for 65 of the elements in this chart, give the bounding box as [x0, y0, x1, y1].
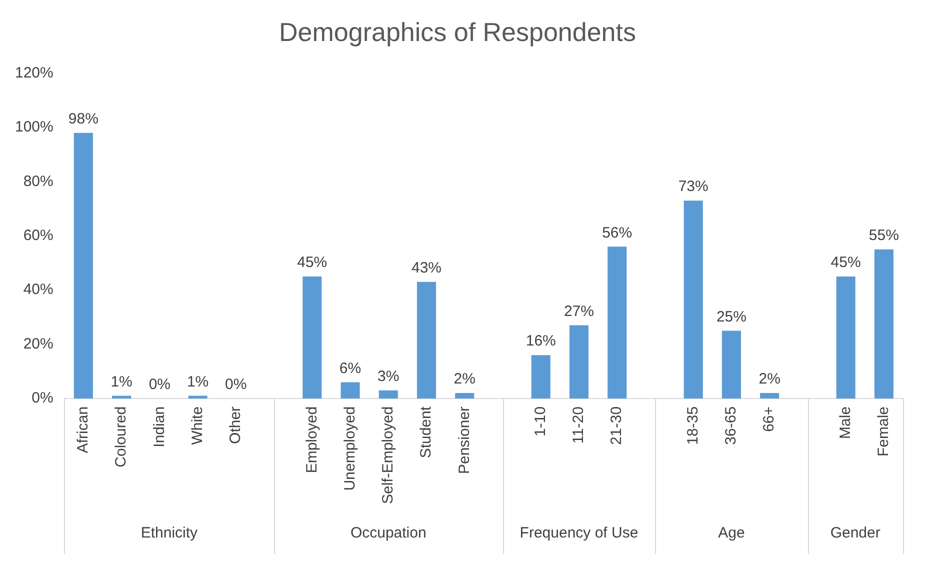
text: Ethnicity — [140, 524, 198, 542]
x-tick-label: Coloured — [112, 406, 130, 468]
x-tick-label: White — [188, 406, 206, 445]
chart-title: Demographics of Respondents — [279, 16, 636, 47]
x-tick-label: 11-20 — [570, 406, 588, 444]
text: Age — [718, 524, 745, 542]
text: Occupation — [350, 524, 426, 542]
y-tick-label: 60% — [23, 226, 54, 244]
y-tick-label: 100% — [14, 118, 54, 136]
bar — [684, 200, 703, 398]
x-tick-label: Student — [418, 406, 435, 458]
text: Frequency of Use — [520, 524, 638, 542]
bar — [455, 393, 474, 398]
bar — [874, 249, 894, 398]
bar — [112, 396, 132, 398]
x-tick-label: 66+ — [760, 406, 778, 432]
data-label: 3% — [378, 368, 400, 385]
bar — [302, 276, 322, 398]
x-tick-label: 18-35 — [684, 406, 702, 445]
x-tick-label: Indian — [150, 406, 168, 448]
bar — [378, 390, 398, 398]
x-tick-label: 36-65 — [722, 406, 740, 445]
bar — [416, 282, 436, 398]
bar — [340, 382, 360, 398]
data-label: 98% — [68, 110, 98, 128]
data-label: 43% — [411, 260, 442, 277]
bar — [722, 330, 741, 398]
x-tick-label: Other — [227, 406, 244, 444]
x-tick-label: Male — [836, 406, 854, 439]
data-label: 45% — [830, 254, 861, 272]
data-label: 55% — [868, 227, 899, 244]
x-tick-label: Self-Employed — [380, 406, 397, 504]
bar — [74, 132, 93, 398]
bar — [760, 393, 780, 398]
x-tick-label: 1-10 — [532, 406, 549, 436]
data-label: 45% — [297, 254, 328, 272]
data-label: 25% — [716, 308, 746, 326]
data-label: 0% — [225, 376, 247, 394]
data-label: 56% — [602, 224, 632, 242]
data-label: 73% — [678, 178, 708, 196]
bar — [188, 396, 208, 398]
x-tick-label: African — [74, 406, 92, 454]
bar — [531, 355, 550, 398]
x-tick-label: 21-30 — [608, 406, 626, 445]
x-tick-label: Pensioner — [456, 406, 473, 474]
text: Gender — [830, 524, 880, 542]
data-label: 27% — [564, 302, 594, 320]
bar — [608, 246, 627, 398]
data-label: 16% — [526, 332, 556, 350]
y-tick-label: 120% — [14, 64, 54, 82]
y-tick-label: 40% — [23, 281, 54, 298]
x-tick-label: Female — [875, 406, 892, 456]
data-label: 1% — [110, 373, 132, 390]
data-label: 2% — [758, 370, 780, 388]
data-label: 0% — [148, 376, 171, 394]
y-tick-label: 80% — [23, 172, 54, 190]
y-tick-label: 0% — [32, 390, 54, 407]
y-tick-label: 20% — [23, 335, 54, 352]
bar — [569, 325, 589, 398]
data-label: 1% — [186, 373, 209, 390]
data-label: 2% — [454, 370, 476, 388]
x-tick-label: Employed — [303, 406, 320, 474]
data-label: 6% — [339, 360, 362, 377]
bar — [836, 276, 856, 398]
x-tick-label: Unemployed — [341, 406, 358, 491]
